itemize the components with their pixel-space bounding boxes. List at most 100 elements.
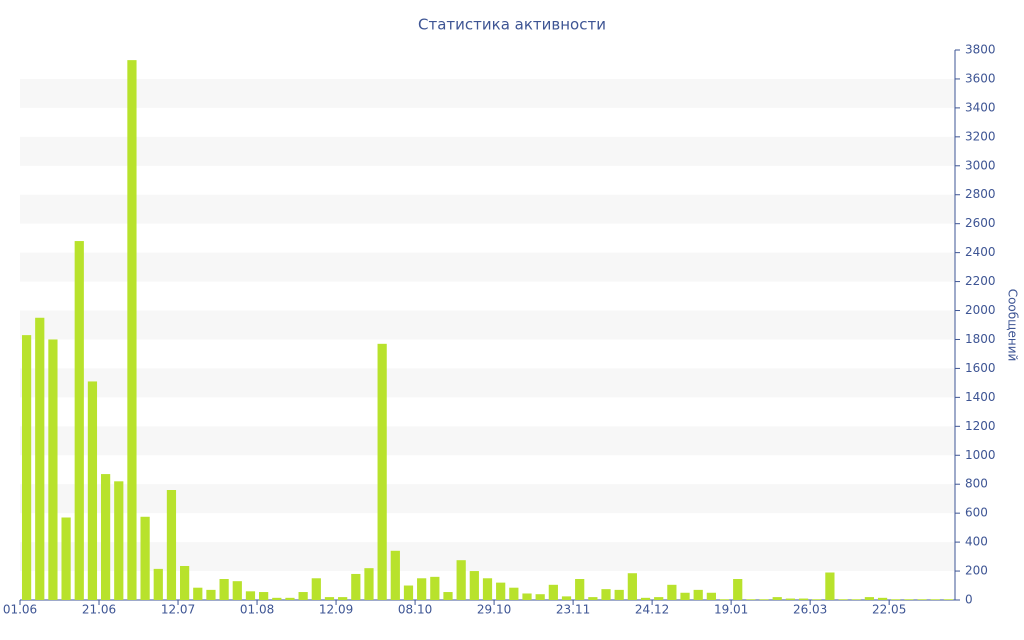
- y-tick-label: 1200: [965, 419, 996, 433]
- bar: [140, 516, 150, 600]
- bar: [759, 599, 769, 600]
- bar: [206, 589, 216, 600]
- bar: [285, 597, 295, 600]
- bar: [21, 335, 32, 600]
- bar: [719, 599, 730, 600]
- bar: [417, 578, 427, 600]
- y-tick-label: 2600: [965, 216, 996, 230]
- bar: [640, 597, 651, 600]
- bar: [114, 481, 124, 600]
- bar: [864, 597, 875, 600]
- bar: [654, 597, 664, 600]
- x-tick-label: 19.01: [714, 603, 748, 617]
- bar: [35, 317, 45, 600]
- bar: [100, 474, 111, 600]
- y-tick-label: 1000: [965, 448, 996, 462]
- bar: [548, 584, 558, 600]
- bar: [930, 599, 940, 600]
- grid-band: [20, 194, 955, 224]
- bar: [430, 576, 440, 600]
- bar: [746, 599, 756, 600]
- bar: [193, 587, 203, 600]
- grid-band: [20, 368, 955, 398]
- bar: [509, 587, 519, 600]
- bar: [87, 381, 98, 600]
- bar: [127, 60, 137, 600]
- x-tick-label: 21.06: [82, 603, 116, 617]
- bar: [772, 597, 782, 600]
- grid-band: [20, 252, 955, 282]
- bar: [812, 599, 822, 600]
- x-tick-label: 08.10: [398, 603, 432, 617]
- bar: [917, 599, 927, 600]
- bar: [733, 579, 743, 600]
- bar: [693, 589, 703, 600]
- y-tick-label: 1800: [965, 332, 996, 346]
- bar: [61, 517, 71, 600]
- bar: [943, 599, 954, 600]
- bar: [798, 598, 809, 600]
- y-tick-label: 800: [965, 477, 988, 491]
- bar: [403, 585, 414, 600]
- x-tick-label: 12.07: [161, 603, 195, 617]
- bar: [219, 579, 229, 600]
- y-tick-label: 1400: [965, 390, 996, 404]
- bar: [904, 599, 914, 600]
- x-tick-label: 01.08: [240, 603, 274, 617]
- bar: [838, 599, 848, 600]
- bar: [298, 592, 308, 600]
- y-tick-label: 400: [965, 535, 988, 549]
- grid-band: [20, 484, 955, 514]
- y-tick-label: 3800: [965, 43, 996, 57]
- bar: [575, 579, 585, 600]
- bar: [74, 241, 84, 601]
- bar: [245, 591, 256, 600]
- bar: [259, 592, 269, 600]
- bar: [324, 597, 335, 600]
- bar: [166, 490, 177, 600]
- y-tick-label: 600: [965, 506, 988, 520]
- bar: [851, 599, 861, 600]
- bar: [377, 343, 387, 600]
- bar: [614, 589, 624, 600]
- bar: [891, 599, 901, 600]
- x-tick-label: 22.05: [872, 603, 906, 617]
- bar: [364, 568, 374, 600]
- bar: [627, 573, 637, 600]
- bar: [48, 339, 58, 600]
- grid-band: [20, 78, 955, 108]
- bar: [153, 568, 163, 600]
- bar: [535, 594, 545, 600]
- bar: [482, 578, 493, 600]
- bar: [443, 592, 453, 600]
- bar: [180, 565, 190, 600]
- x-tick-label: 12.09: [319, 603, 353, 617]
- bar: [351, 573, 361, 600]
- x-tick-label: 01.06: [3, 603, 37, 617]
- y-tick-label: 200: [965, 564, 988, 578]
- chart-title: Статистика активности: [418, 16, 606, 34]
- x-tick-label: 29.10: [477, 603, 511, 617]
- y-tick-label: 0: [965, 593, 973, 607]
- x-tick-label: 26.03: [793, 603, 827, 617]
- bar: [561, 596, 572, 600]
- y-tick-label: 2000: [965, 303, 996, 317]
- bar: [496, 582, 506, 600]
- grid-band: [20, 136, 955, 166]
- y-tick-label: 3200: [965, 129, 996, 143]
- bar: [522, 593, 532, 600]
- bar: [338, 597, 348, 600]
- grid-band: [20, 310, 955, 340]
- y-tick-label: 2200: [965, 274, 996, 288]
- y-tick-label: 2800: [965, 187, 996, 201]
- bar: [272, 597, 282, 600]
- bar: [825, 572, 835, 600]
- bar: [232, 581, 242, 600]
- bar: [706, 592, 716, 600]
- x-tick-label: 24.12: [635, 603, 669, 617]
- grid-band: [20, 542, 955, 572]
- y-axis-label: Сообщений: [1006, 289, 1020, 362]
- y-tick-label: 1600: [965, 361, 996, 375]
- bar: [469, 571, 479, 600]
